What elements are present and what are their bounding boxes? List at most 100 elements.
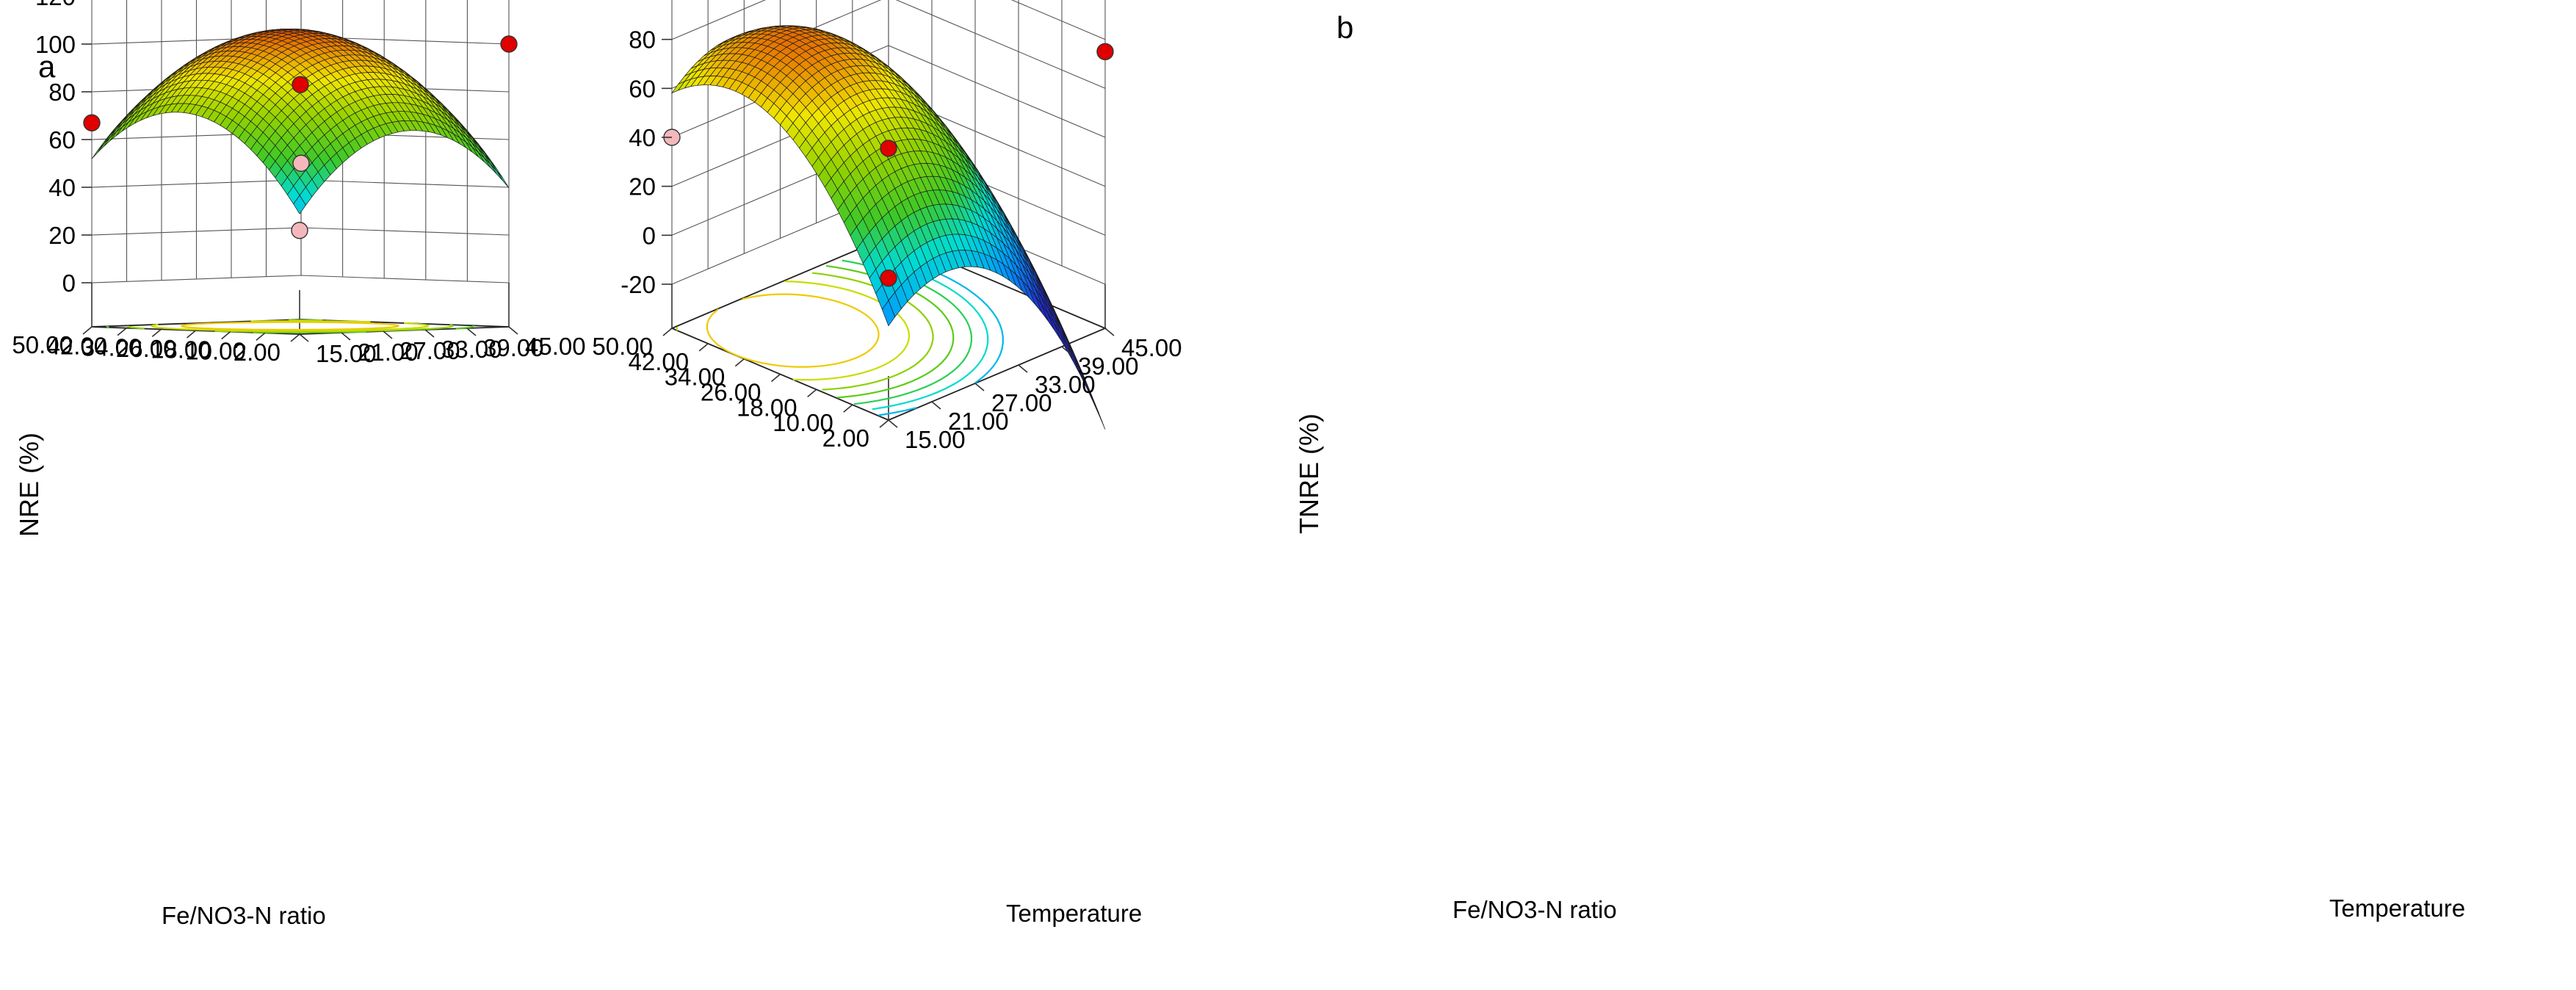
panel-b-y-tick-label: 39.00 [1078,353,1139,380]
panel-a-x-tick [117,328,127,336]
panel-b-y-tick-label: 33.00 [1035,371,1096,398]
panel-b-design-point [1096,43,1114,61]
panel-a-y-axis-label: Temperature [1006,900,1142,927]
panel-b-y-tick [1018,364,1028,373]
panel-b-contour-line [878,407,917,416]
panel-a-x-axis-label: Fe/NO3-N ratio [162,902,326,929]
panel-a-y-tick [466,328,477,336]
panel-a-z-axis-label: NRE (%) [14,433,44,537]
panel-a-z-tick-label: 20 [48,222,76,249]
panel-a-design-point [292,76,309,93]
panel-b-y-tick-label: 45.00 [1121,334,1182,361]
panel-a-design-point [291,222,308,239]
panel-a-x-tick [221,331,231,340]
panel-a-design-point [292,154,310,172]
panel-b-wall-grid-line [671,45,1106,138]
panel-b-z-tick-label: 60 [629,75,656,102]
panel-b-z-tick-label: 20 [629,173,656,200]
panel-b-y-tick-label: 21.00 [948,408,1009,435]
panel-a-x-tick-label: 42.00 [47,333,108,360]
panel-b-x-axis-label: Fe/NO3-N ratio [1452,896,1617,923]
panel-b-z-tick-label: -20 [621,271,656,298]
panel-b-surface-cell [881,300,896,327]
panel-b-x-tick [843,404,853,413]
panel-b-y-axis-label: Temperature [2329,895,2465,922]
panel-b-x-tick-label: 2.00 [822,424,869,452]
panel-a-y-tick [341,332,351,341]
panel-a-x-tick [82,326,93,335]
panel-a-z-tick-label: 0 [62,270,76,297]
panel-b-y-tick [974,383,985,391]
panel-a-y-tick [424,329,435,338]
panel-b-x-tick-label: 42.00 [629,348,690,375]
panel-b-y-tick [1104,328,1115,336]
panel-b-x-tick-label: 26.00 [701,379,761,406]
panel-b: b -20 0 20 40 60 80 100 50.0042.0034.0026.0018.… [592,0,2465,923]
panel-a-x-tick-label: 34.00 [82,333,142,361]
panel-a-contour-line [250,320,371,323]
panel-b-z-tick-label: 100 [615,0,656,4]
panel-a-y-tick-label: 39.00 [483,334,544,361]
panel-b-x-tick [770,373,781,383]
panel-a-y-tick-label: 27.00 [399,337,460,364]
panel-a-contour-line [106,325,109,328]
panel-a-contour-line [180,321,399,331]
panel-a-x-tick-label: 10.00 [185,337,246,364]
panel-a-x-tick-label: 18.00 [151,336,211,364]
panel-a-x-tick-label: 50.00 [12,331,73,358]
panel-b-y-tick-label: 15.00 [905,426,966,453]
panel-b-design-point [880,140,897,157]
panel-b-z-axis-label: TNRE (%) [1294,413,1324,534]
panel-b-x-tick-label: 34.00 [665,364,726,391]
panel-b-contour-line [676,327,679,331]
panel-a-y-tick-label: 21.00 [358,339,419,366]
panel-a-x-tick-label: 26.00 [116,335,177,362]
panel-b-z-tick-label: 80 [629,26,656,54]
panel-a-wall-grid-line [91,275,510,283]
panel-a-x-tick [290,333,300,342]
panel-a-z-tick-label: 100 [35,31,76,58]
panel-b-z-tick-label: 0 [643,222,656,249]
panel-b-y-tick [931,401,941,410]
panel-b-contour-line [784,281,911,381]
panel-a: a 02040608010012050.0042.0034.0026.0018.… [12,0,1142,929]
panel-b-y-tick-label: 27.00 [991,389,1052,416]
panel-a-x-tick [186,330,197,339]
panel-b-x-tick-label: 18.00 [737,394,797,421]
panel-b-x-tick-label: 10.00 [773,409,833,436]
panel-a-design-point [83,114,101,131]
panel-a-z-tick-label: 120 [35,0,76,10]
panel-b-x-tick [698,343,709,352]
panel-a-y-tick [508,326,518,335]
panel-a-surface-cell [293,195,306,214]
panel-a-y-tick [299,333,309,342]
panel-a-x-tick-label: 2.00 [234,339,281,366]
panel-a-y-tick-label: 33.00 [441,336,502,363]
panel-b-x-tick [734,358,745,367]
panel-a-z-tick-label: 60 [48,126,76,153]
panel-b-x-tick [879,419,889,428]
panel-b-contour-line [706,293,880,368]
panel-a-x-tick [256,332,266,341]
panel-b-label: b [1336,10,1353,45]
panel-b-x-tick [662,328,673,336]
panel-a-z-tick-label: 40 [48,174,76,201]
panel-b-x-tick-label: 50.00 [592,333,653,360]
panel-a-y-tick [383,330,393,339]
panel-b-x-tick [807,389,817,397]
panel-a-x-tick [151,328,162,337]
panel-a-y-tick-label: 15.00 [316,340,377,367]
panel-a-contour-line [126,325,145,330]
panel-b-y-tick [888,419,898,428]
panel-b-wall-grid-line [671,0,1106,40]
panel-a-design-point [500,35,518,53]
panel-b-design-point [880,269,897,287]
panel-a-z-tick-label: 80 [48,79,76,106]
panel-a-contour-line [151,322,430,332]
panel-a-y-tick-label: 45.00 [525,333,586,360]
panel-a-contour-line [455,325,475,330]
panel-b-y-tick [1061,346,1071,355]
panel-a-contour-line [214,324,454,333]
panel-a-label: a [38,49,56,84]
